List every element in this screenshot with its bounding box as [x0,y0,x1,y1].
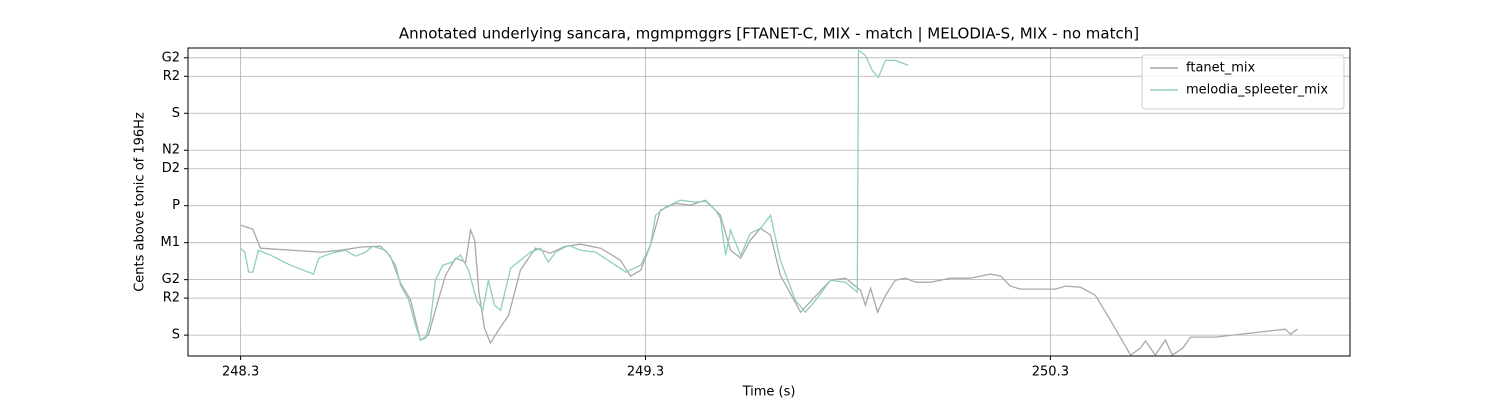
chart-title: Annotated underlying sancara, mgmpmggrs … [399,25,1139,43]
plot-frame [187,47,1351,357]
y-tick-label: R2 [163,291,180,306]
x-tick-label: 249.3 [627,365,664,380]
x-tick-label: 250.3 [1032,365,1069,380]
y-tick-label: G2 [162,272,180,287]
y-tick-label: N2 [162,143,180,158]
line-series [240,49,909,341]
y-tick-label: R2 [163,69,180,84]
line-series [240,199,1298,357]
y-tick-label: P [172,198,180,213]
y-tick-label: G2 [162,50,180,65]
x-tick-label: 248.3 [222,365,259,380]
y-tick-label: M1 [161,235,181,250]
y-axis-label: Cents above tonic of 196Hz [133,112,148,292]
legend-label: melodia_spleeter_mix [1186,83,1328,98]
y-tick-label: S [172,328,180,343]
x-axis-label: Time (s) [742,385,796,400]
legend-label: ftanet_mix [1186,61,1256,76]
y-tick-label: D2 [162,161,180,176]
y-tick-label: S [172,106,180,121]
legend-box [1141,54,1345,110]
